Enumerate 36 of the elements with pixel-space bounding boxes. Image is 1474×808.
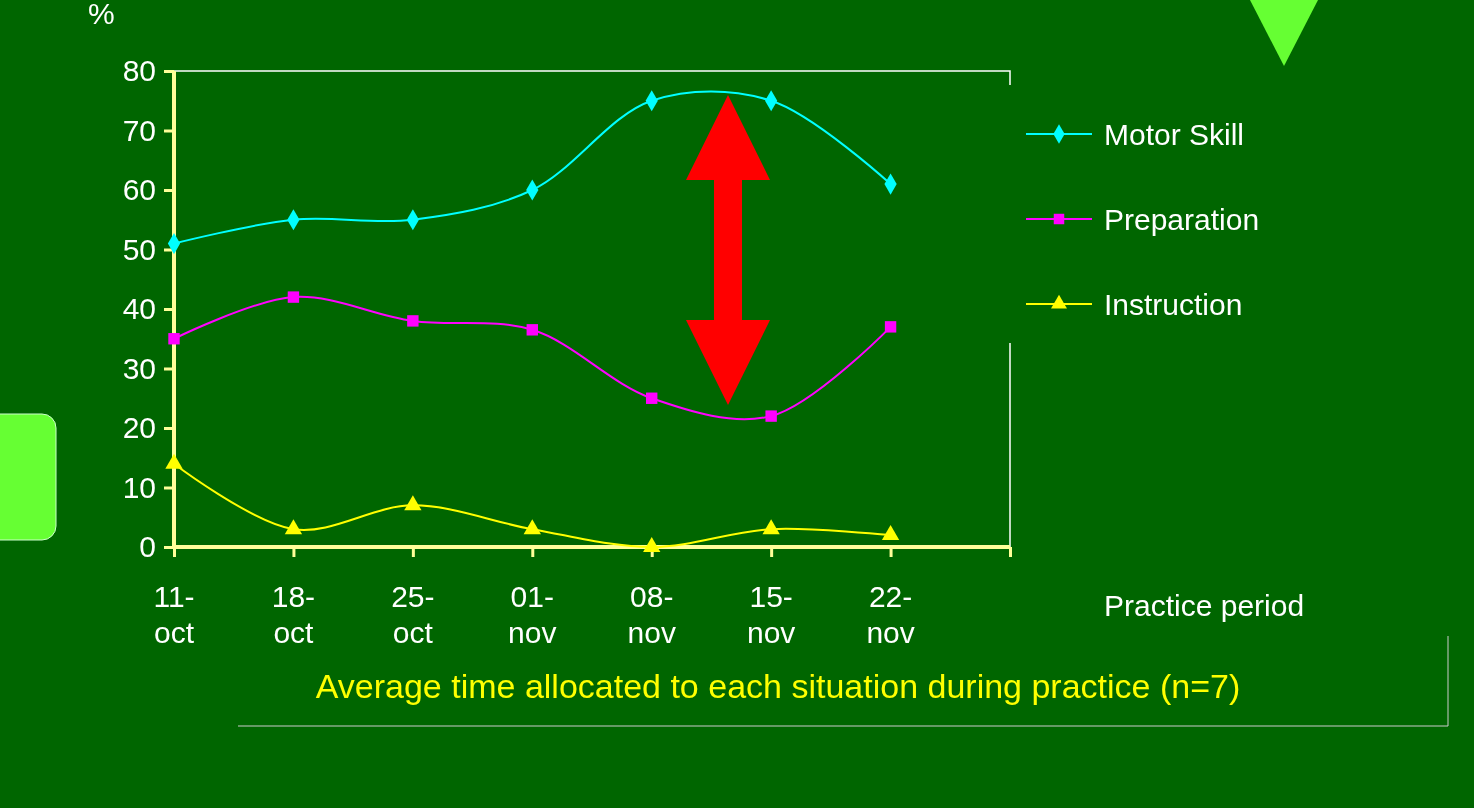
point xyxy=(881,525,900,541)
x-tick-label: 22-nov xyxy=(866,580,915,649)
y-tick-label: 40 xyxy=(122,292,156,326)
point xyxy=(646,392,658,404)
legend-label: Instruction xyxy=(1104,288,1243,321)
point xyxy=(165,453,183,469)
y-axis-title: % xyxy=(88,0,115,30)
x-tick-label: 25-oct xyxy=(391,580,435,649)
point xyxy=(643,537,661,552)
y-tick-label: 60 xyxy=(122,173,156,207)
point xyxy=(287,291,300,303)
y-tick-label: 10 xyxy=(122,470,156,504)
x-tick-label: 18-oct xyxy=(271,580,316,649)
y-tick-label: 80 xyxy=(122,54,156,88)
y-tick-label: 70 xyxy=(122,113,156,147)
y-tick-label: 30 xyxy=(122,351,156,385)
x-tick-label: 01-nov xyxy=(508,580,557,649)
point xyxy=(407,315,419,327)
x-axis-title: Practice period xyxy=(1104,589,1305,622)
x-tick-label: 15-nov xyxy=(746,580,796,649)
legend-label: Preparation xyxy=(1104,203,1260,236)
point xyxy=(168,333,180,345)
legend-label: Motor Skill xyxy=(1104,118,1245,151)
point xyxy=(884,321,897,333)
point xyxy=(404,495,422,511)
point xyxy=(765,410,777,422)
point xyxy=(284,519,303,535)
y-tick-label: 20 xyxy=(122,411,156,445)
point xyxy=(526,324,538,336)
point xyxy=(762,519,780,535)
point xyxy=(523,519,541,535)
text: Average time allocated to each situation during practice (n=7) xyxy=(315,667,1241,705)
y-tick-label: 50 xyxy=(122,232,156,266)
x-tick-label: 11-oct xyxy=(153,580,195,649)
y-tick-label: 0 xyxy=(139,530,156,564)
x-tick-label: 08-nov xyxy=(627,580,676,649)
